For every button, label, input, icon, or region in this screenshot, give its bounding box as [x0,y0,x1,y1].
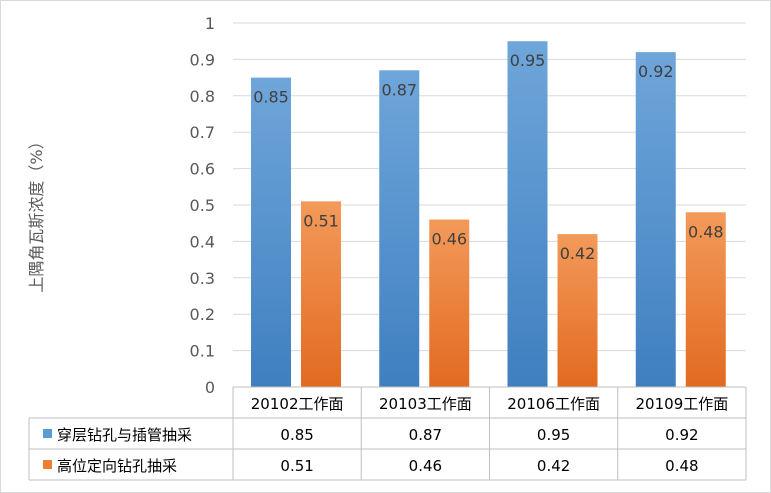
y-tick-label: 0.9 [190,50,215,69]
table-cell-value: 0.48 [665,457,698,475]
y-tick-label: 0.8 [190,87,215,106]
legend-series-name: 高位定向钻孔抽采 [57,457,177,475]
x-category-label: 20106工作面 [507,395,600,413]
table-cell-value: 0.87 [409,426,442,444]
bar-series2 [301,201,341,387]
legend-series-name: 穿层钻孔与插管抽采 [57,426,192,444]
bar-series2 [685,212,726,387]
y-tick-label: 1 [205,14,215,33]
data-label: 0.46 [431,230,467,249]
table-cell-value: 0.51 [280,457,313,475]
data-label: 0.87 [381,80,417,99]
data-label: 0.92 [638,62,674,81]
y-tick-label: 0.4 [190,232,215,251]
data-label: 0.95 [510,51,546,70]
y-tick-label: 0.3 [190,269,215,288]
y-axis-label: 上隅角瓦斯浓度（%） [27,133,46,292]
legend-key-series1 [43,429,52,438]
legend-key-series2 [43,460,52,469]
table-cell-value: 0.46 [409,457,442,475]
y-tick-label: 0 [205,378,215,397]
data-table: 20102工作面 20103工作面 20106工作面 20109工作面穿层钻孔与插管抽… [28,386,747,481]
data-label: 0.48 [688,222,724,241]
bar-series2 [429,219,470,387]
bar-series1 [635,52,676,388]
x-category-label: 20109工作面 [636,395,729,413]
data-label: 0.51 [303,211,339,230]
y-axis-ticks: 0 0.1 0.2 0.3 0.4 0.5 0.6 0.7 0.8 0.9 1 [190,14,215,397]
bar-series1 [507,41,548,387]
x-category-label: 20102工作面 [251,395,344,413]
table-cell-value: 0.95 [537,426,570,444]
y-tick-label: 0.2 [190,305,215,324]
data-label: 0.42 [560,244,596,263]
bar-series1 [251,77,291,387]
table-cell-value: 0.92 [665,426,698,444]
table-cell-value: 0.42 [537,457,570,475]
y-tick-label: 0.1 [190,342,215,361]
data-labels: 0.85 0.87 0.95 0.92 0.51 0.46 0.42 0.48 [253,51,723,263]
bar-series2 [557,234,598,387]
y-tick-label: 0.6 [190,160,215,179]
y-tick-label: 0.5 [190,196,215,215]
bar-series1 [379,70,420,387]
data-label: 0.85 [253,88,289,107]
bars [251,41,726,388]
x-category-label: 20103工作面 [379,395,472,413]
table-cell-value: 0.85 [280,426,313,444]
y-tick-label: 0.7 [190,123,215,142]
